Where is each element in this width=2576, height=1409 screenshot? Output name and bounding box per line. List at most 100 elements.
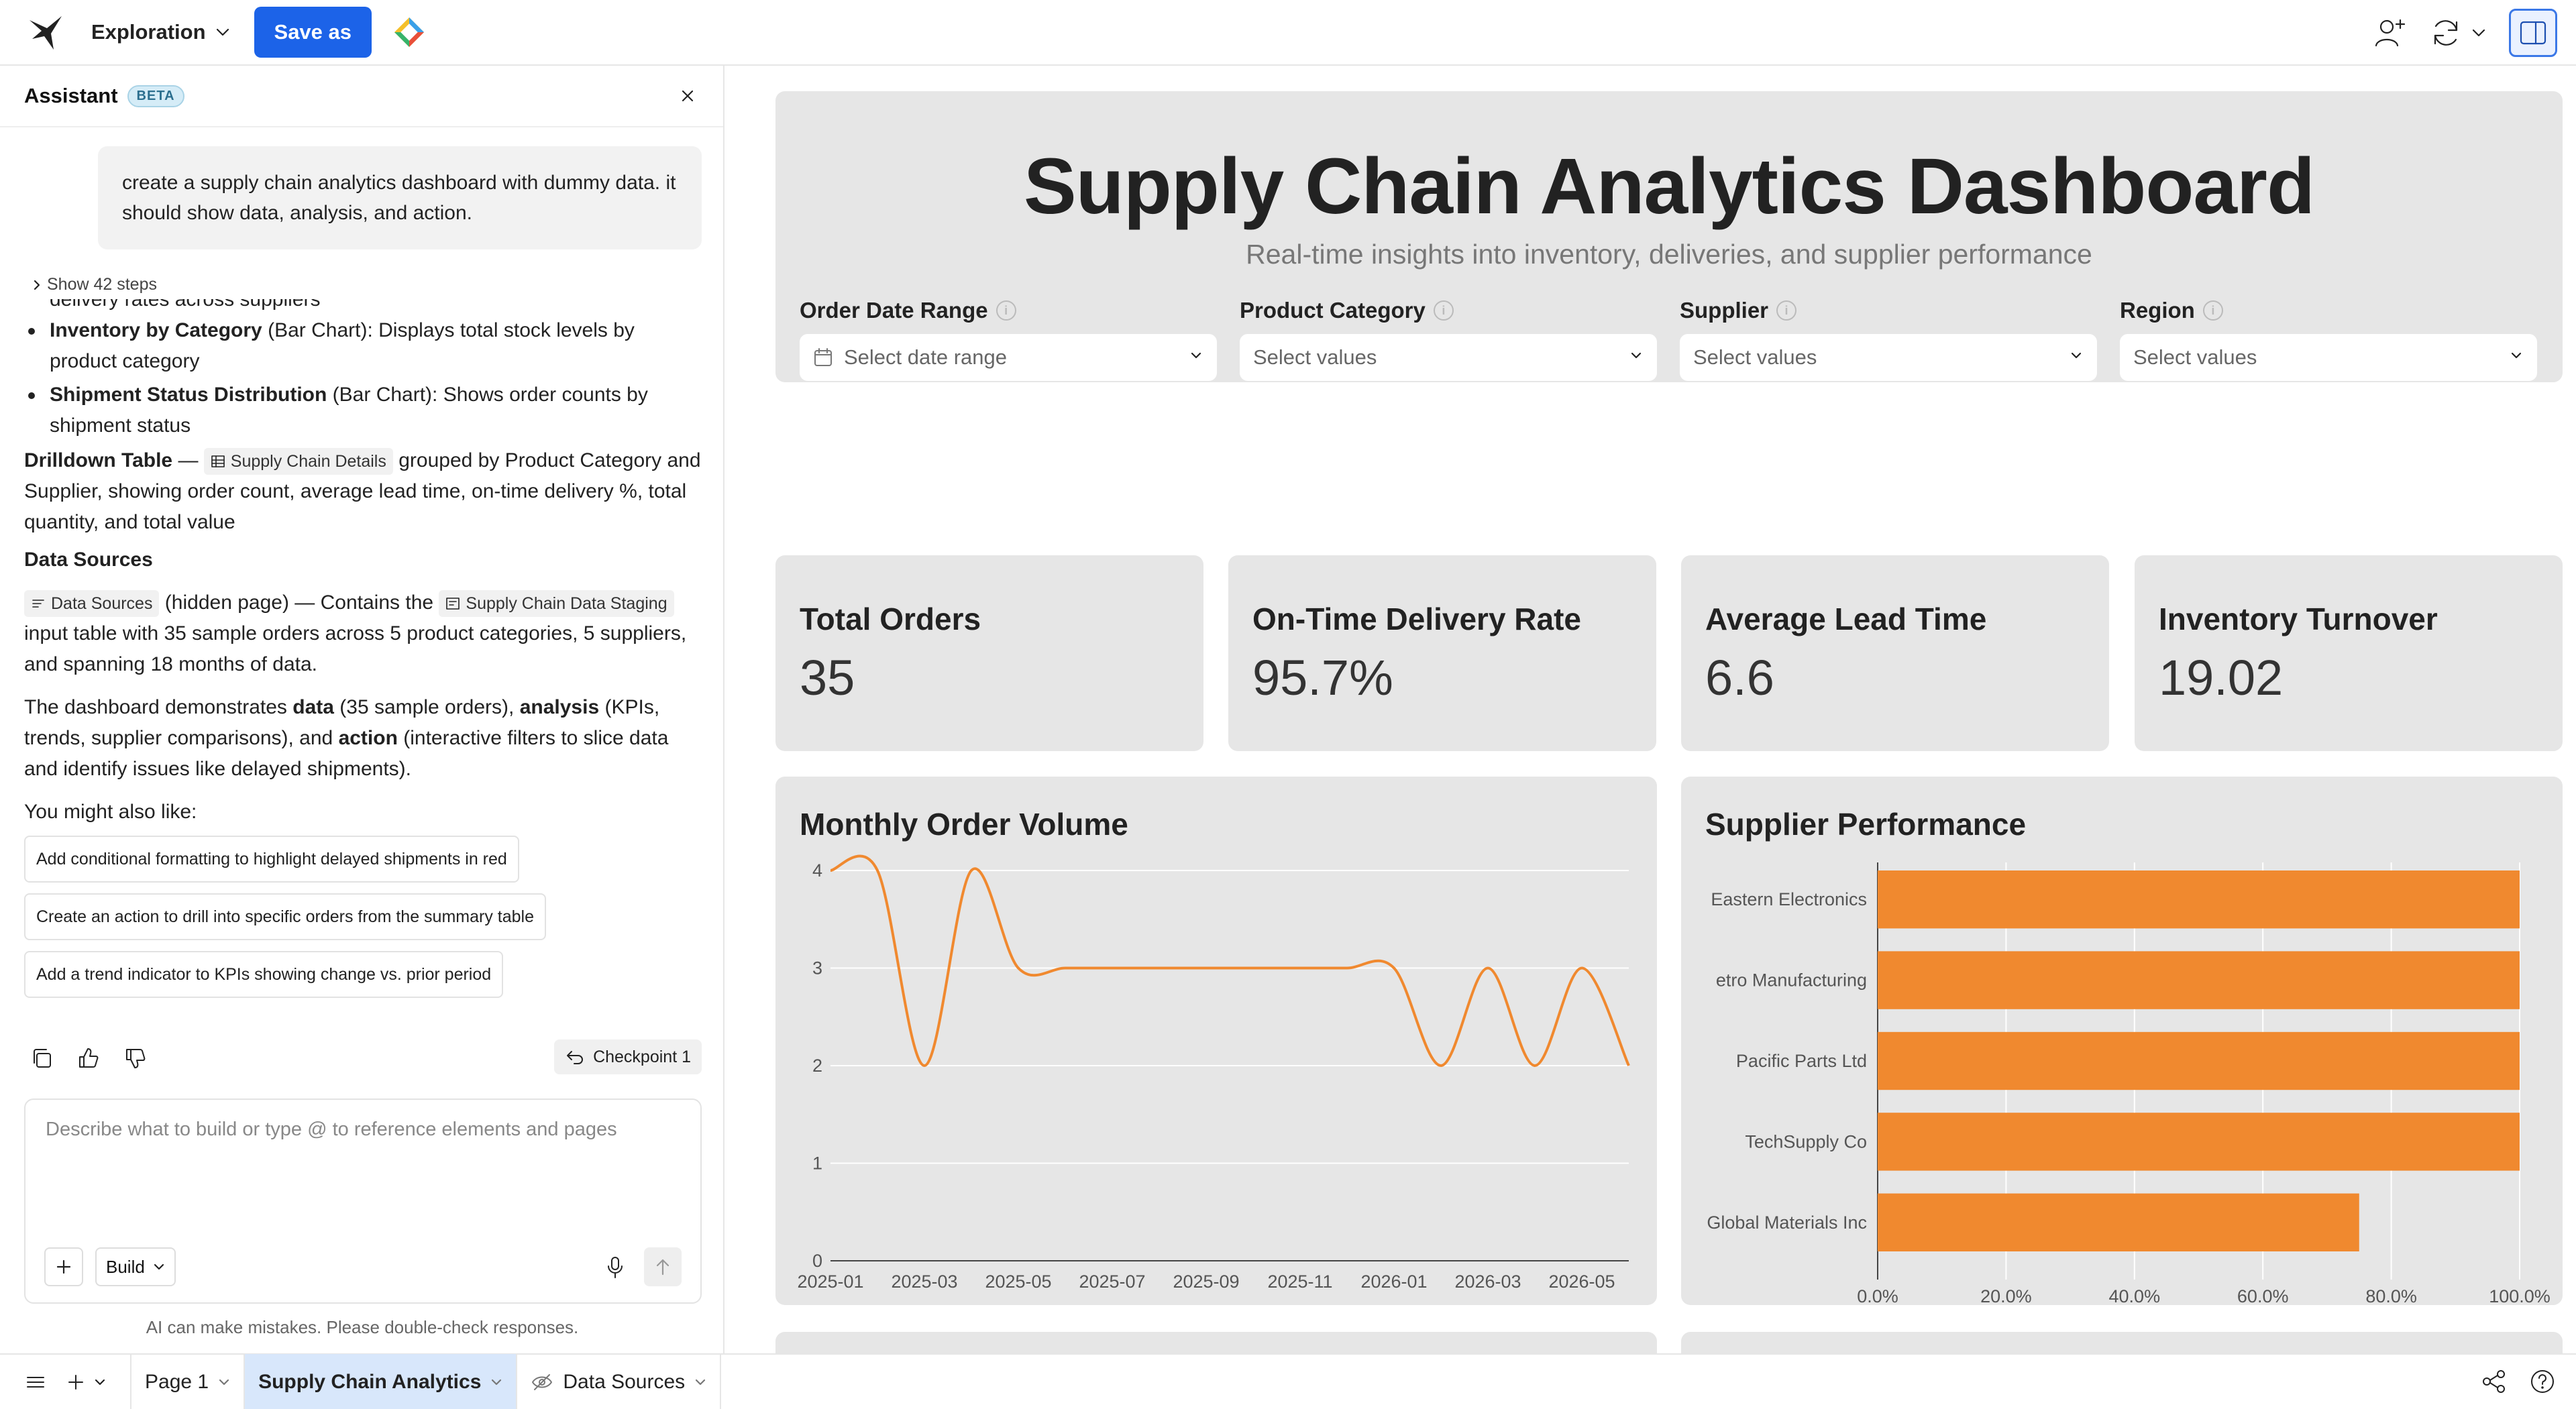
sidebar-panel-icon (2520, 21, 2546, 45)
menu-icon[interactable] (24, 1372, 47, 1392)
chevron-down-icon (216, 28, 229, 36)
element-chip[interactable]: Supply Chain Data Staging (439, 590, 674, 618)
kpi-title: Average Lead Time (1705, 602, 1987, 636)
send-button[interactable] (644, 1247, 682, 1286)
kpi-value: 19.02 (2159, 650, 2284, 706)
chevron-down-icon (2071, 352, 2082, 359)
filter-order-date: Order Date Range i Select date range (800, 298, 1217, 381)
info-icon[interactable]: i (1776, 300, 1797, 321)
tab-label: Page 1 (145, 1370, 209, 1393)
list-item-bold: Shipment Status Distribution (50, 384, 327, 406)
date-range-select[interactable]: Select date range (800, 334, 1217, 381)
save-as-button[interactable]: Save as (254, 7, 372, 58)
x-tick-label: 40.0% (2109, 1286, 2161, 1305)
close-icon[interactable] (676, 84, 699, 107)
supplier-select[interactable]: Select values (1680, 334, 2097, 381)
region-select[interactable]: Select values (2120, 334, 2537, 381)
x-tick-label: 2025-07 (1079, 1272, 1145, 1292)
toggle-panel-button[interactable] (2509, 9, 2557, 57)
suggestion-chip[interactable]: Create an action to drill into specific … (24, 893, 546, 940)
chevron-right-icon (34, 280, 40, 290)
y-tick-label: 1 (812, 1153, 822, 1174)
checkpoint-button[interactable]: Checkpoint 1 (554, 1039, 702, 1074)
show-steps-label: Show 42 steps (47, 275, 157, 294)
summary-text: (interactive filters to slice data and i… (24, 727, 669, 780)
supplier-performance-card[interactable]: Supplier Performance 0.0% 20.0% 40.0% 60.0%… (1681, 777, 2563, 1305)
beta-badge: BETA (127, 84, 184, 107)
chevron-down-icon (696, 1379, 706, 1385)
kpi-title: Total Orders (800, 602, 981, 636)
ai-gem-icon[interactable] (393, 16, 425, 48)
x-tick-label: 60.0% (2237, 1286, 2289, 1305)
input-table-icon (446, 598, 460, 610)
add-page-dropdown[interactable] (66, 1372, 106, 1392)
dashboard-subtitle: Real-time insights into inventory, deliv… (1246, 239, 2092, 270)
chip-label: Data Sources (51, 594, 153, 614)
chart-list: Inventory by Category (Bar Chart): Displ… (24, 315, 702, 441)
copy-icon[interactable] (30, 1046, 54, 1070)
add-user-icon[interactable] (2373, 16, 2407, 50)
tab-data-sources[interactable]: Data Sources (517, 1354, 722, 1409)
page-chip[interactable]: Data Sources (24, 590, 160, 618)
assistant-header: Assistant BETA (0, 66, 723, 127)
tab-supply-chain-analytics[interactable]: Supply Chain Analytics (245, 1354, 518, 1409)
build-label: Build (106, 1256, 145, 1277)
info-icon[interactable]: i (996, 300, 1016, 321)
truncated-text: delivery rates across suppliers (50, 299, 321, 311)
kpi-card-on-time-delivery[interactable]: On-Time Delivery Rate 95.7% (1228, 555, 1656, 751)
plus-icon (56, 1259, 71, 1274)
suggestion-chip[interactable]: Add a trend indicator to KPIs showing ch… (24, 951, 504, 998)
kpi-card-total-orders[interactable]: Total Orders 35 (775, 555, 1203, 751)
mode-dropdown[interactable]: Exploration (91, 20, 230, 44)
info-icon[interactable]: i (1433, 300, 1454, 321)
thumbs-up-icon[interactable] (76, 1046, 101, 1070)
kpi-card-inventory-turnover[interactable]: Inventory Turnover 19.02 (2135, 555, 2563, 751)
tab-page-1[interactable]: Page 1 (130, 1354, 246, 1409)
build-mode-dropdown[interactable]: Build (95, 1247, 176, 1286)
assistant-response: delivery rates across suppliers Inventor… (24, 299, 702, 998)
mode-label: Exploration (91, 20, 206, 44)
table-icon (211, 455, 225, 467)
hidden-eye-icon (532, 1373, 553, 1390)
list-item: Shipment Status Distribution (Bar Chart)… (24, 380, 702, 441)
kpi-value: 95.7% (1252, 650, 1393, 706)
app-logo-icon[interactable] (24, 11, 67, 54)
y-tick-label: 0 (812, 1251, 822, 1271)
show-steps-toggle[interactable]: Show 42 steps (32, 275, 157, 294)
arrow-up-icon (656, 1259, 669, 1276)
y-tick-label: 2 (812, 1056, 822, 1076)
summary-bold: action (338, 727, 398, 749)
refresh-dropdown[interactable] (2430, 17, 2486, 49)
bar-chart: 0.0% 20.0% 40.0% 60.0% 80.0% 100.0% Eastern El… (1707, 862, 2551, 1305)
filter-label: Supplier (1680, 298, 1769, 323)
list-item: Inventory by Category (Bar Chart): Displ… (24, 315, 702, 377)
also-like-label: You might also like: (24, 801, 197, 823)
dashboard-header-card: Supply Chain Analytics Dashboard Real-ti… (775, 91, 2563, 382)
lineage-graph-icon[interactable] (2481, 1368, 2508, 1395)
user-message: create a supply chain analytics dashboar… (98, 146, 702, 249)
info-icon[interactable]: i (2202, 300, 2223, 321)
filter-label: Product Category (1240, 298, 1426, 323)
drilldown-text: grouped by Product Category and Supplier… (24, 449, 701, 533)
summary-text: The dashboard demonstrates (24, 696, 293, 718)
kpi-card-average-lead-time[interactable]: Average Lead Time 6.6 (1681, 555, 2109, 751)
microphone-icon[interactable] (605, 1255, 625, 1280)
thumbs-down-icon[interactable] (123, 1046, 148, 1070)
filter-product-category: Product Category i Select values (1240, 298, 1657, 381)
message-actions: Checkpoint 1 (30, 1039, 702, 1077)
product-category-select[interactable]: Select values (1240, 334, 1657, 381)
prompt-placeholder: Describe what to build or type @ to refe… (46, 1119, 617, 1140)
suggestion-chip[interactable]: Add conditional formatting to highlight … (24, 836, 519, 883)
tab-label: Supply Chain Analytics (258, 1370, 482, 1393)
prompt-input[interactable]: Describe what to build or type @ to refe… (24, 1098, 702, 1304)
kpi-title: On-Time Delivery Rate (1252, 602, 1582, 636)
refresh-icon (2434, 20, 2458, 46)
chevron-down-icon (1191, 352, 1201, 359)
drilldown-dash: — (172, 449, 204, 471)
monthly-order-volume-card[interactable]: Monthly Order Volume 0 1 2 3 4 2025-01 2025-03… (775, 777, 1657, 1305)
attach-button[interactable] (44, 1247, 83, 1286)
select-placeholder: Select values (2133, 345, 2257, 369)
element-chip[interactable]: Supply Chain Details (203, 448, 393, 475)
bar (1878, 1031, 2520, 1090)
help-icon[interactable] (2529, 1368, 2556, 1395)
